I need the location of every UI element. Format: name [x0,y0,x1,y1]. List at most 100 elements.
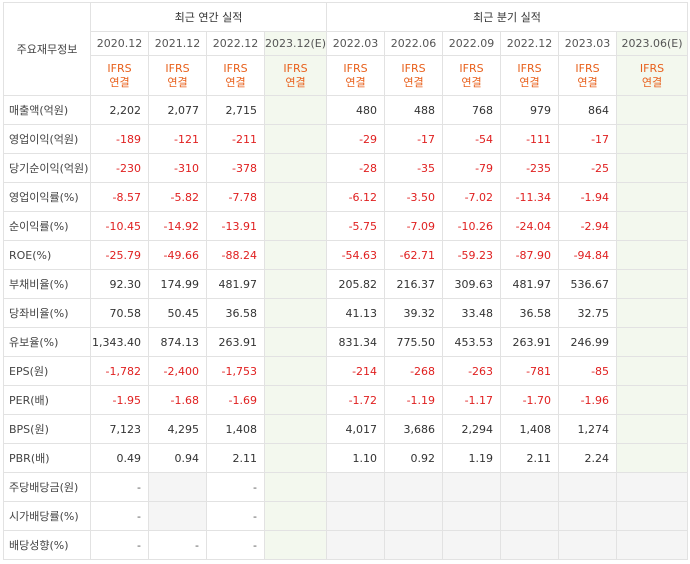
table-row: 당좌비율(%) 70.58 50.45 36.58 41.13 39.32 33.48 36.… [3,298,689,328]
table-cell: -121 [148,124,207,154]
table-row: 시가배당률(%) - - [3,501,689,531]
table-cell [616,240,689,270]
table-cell [263,385,328,415]
table-cell: -1.94 [558,182,618,212]
table-cell: -3.50 [384,182,444,212]
table-cell: 4,295 [148,414,207,444]
ifrs-label: IFRS 연결 [148,55,207,96]
table-cell: 92.30 [90,269,149,299]
row-label: 순이익률(%) [3,211,91,241]
table-cell: -189 [90,124,149,154]
table-cell [263,443,328,473]
period-header: 2023.12(E) [263,31,328,56]
table-cell [326,472,386,502]
table-cell: 2,294 [442,414,502,444]
table-cell [263,327,328,357]
ifrs-label: IFRS 연결 [263,55,328,96]
table-row: 순이익률(%) -10.45 -14.92 -13.91 -5.75 -7.09 -10.2… [3,211,689,241]
table-cell [616,95,689,125]
table-cell [616,153,689,183]
table-cell [616,414,689,444]
table-cell: 32.75 [558,298,618,328]
table-cell: 775.50 [384,327,444,357]
table-cell: 39.32 [384,298,444,328]
ifrs-line2: 연결 [225,75,246,89]
table-cell: -378 [206,153,265,183]
row-label: 당좌비율(%) [3,298,91,328]
table-cell: -1.96 [558,385,618,415]
table-cell: -87.90 [500,240,560,270]
table-cell: 481.97 [206,269,265,299]
ifrs-line1: IFRS [283,61,308,75]
table-cell: -24.04 [500,211,560,241]
table-row: 영업이익(억원) -189 -121 -211 -29 -17 -54 -111 -17 [3,124,689,154]
table-cell: -5.82 [148,182,207,212]
table-cell: 768 [442,95,502,125]
row-label: 시가배당률(%) [3,501,91,531]
table-cell: -13.91 [206,211,265,241]
table-row: 유보율(%) 1,343.40 874.13 263.91 831.34 775.50 45… [3,327,689,357]
table-cell: 174.99 [148,269,207,299]
table-cell [263,182,328,212]
table-cell: -79 [442,153,502,183]
table-cell [263,211,328,241]
ifrs-line1: IFRS [107,61,132,75]
table-cell [616,327,689,357]
table-cell: 1,343.40 [90,327,149,357]
table-cell: 979 [500,95,560,125]
ifrs-line2: 연결 [577,75,598,89]
table-cell: -1.72 [326,385,386,415]
row-label: 부채비율(%) [3,269,91,299]
table-cell: -230 [90,153,149,183]
table-cell: 2.24 [558,443,618,473]
ifrs-label: IFRS 연결 [500,55,560,96]
table-cell: -14.92 [148,211,207,241]
annual-group-header: 최근 연간 실적 [89,2,328,32]
table-cell: -214 [326,356,386,386]
table-cell: 0.49 [90,443,149,473]
row-label: ROE(%) [3,240,91,270]
table-cell: 2,202 [90,95,149,125]
row-label: 주당배당금(원) [3,472,91,502]
table-cell: 2.11 [500,443,560,473]
ifrs-line2: 연결 [519,75,540,89]
period-header: 2022.09 [442,31,502,56]
table-cell: -35 [384,153,444,183]
ifrs-label: IFRS 연결 [558,55,618,96]
table-cell: 263.91 [206,327,265,357]
table-cell: 41.13 [326,298,386,328]
table-cell: -310 [148,153,207,183]
table-row: 매출액(억원) 2,202 2,077 2,715 480 488 768 979 864 [3,95,689,125]
row-label: 유보율(%) [3,327,91,357]
ifrs-line2: 연결 [461,75,482,89]
table-cell [263,472,328,502]
table-cell: -7.78 [206,182,265,212]
table-cell: -1.19 [384,385,444,415]
table-cell: -1.17 [442,385,502,415]
table-cell [558,501,618,531]
table-cell: -85 [558,356,618,386]
table-cell [616,211,689,241]
table-cell: 2.11 [206,443,265,473]
table-cell: -7.02 [442,182,502,212]
table-cell [263,240,328,270]
table-cell [326,501,386,531]
table-cell: -235 [500,153,560,183]
table-cell: 246.99 [558,327,618,357]
row-label: 영업이익률(%) [3,182,91,212]
table-cell: 831.34 [326,327,386,357]
table-cell [384,472,444,502]
ifrs-line1: IFRS [575,61,600,75]
quarter-group-header: 최근 분기 실적 [326,2,689,32]
table-row: EPS(원) -1,782 -2,400 -1,753 -214 -268 -263 -781… [3,356,689,386]
ifrs-label: IFRS 연결 [206,55,265,96]
table-cell: 1,274 [558,414,618,444]
ifrs-line1: IFRS [223,61,248,75]
period-header: 2022.12 [500,31,560,56]
table-cell: - [206,530,265,560]
table-cell [263,269,328,299]
table-cell [558,472,618,502]
table-cell: -8.57 [90,182,149,212]
table-cell [263,530,328,560]
table-cell [442,472,502,502]
